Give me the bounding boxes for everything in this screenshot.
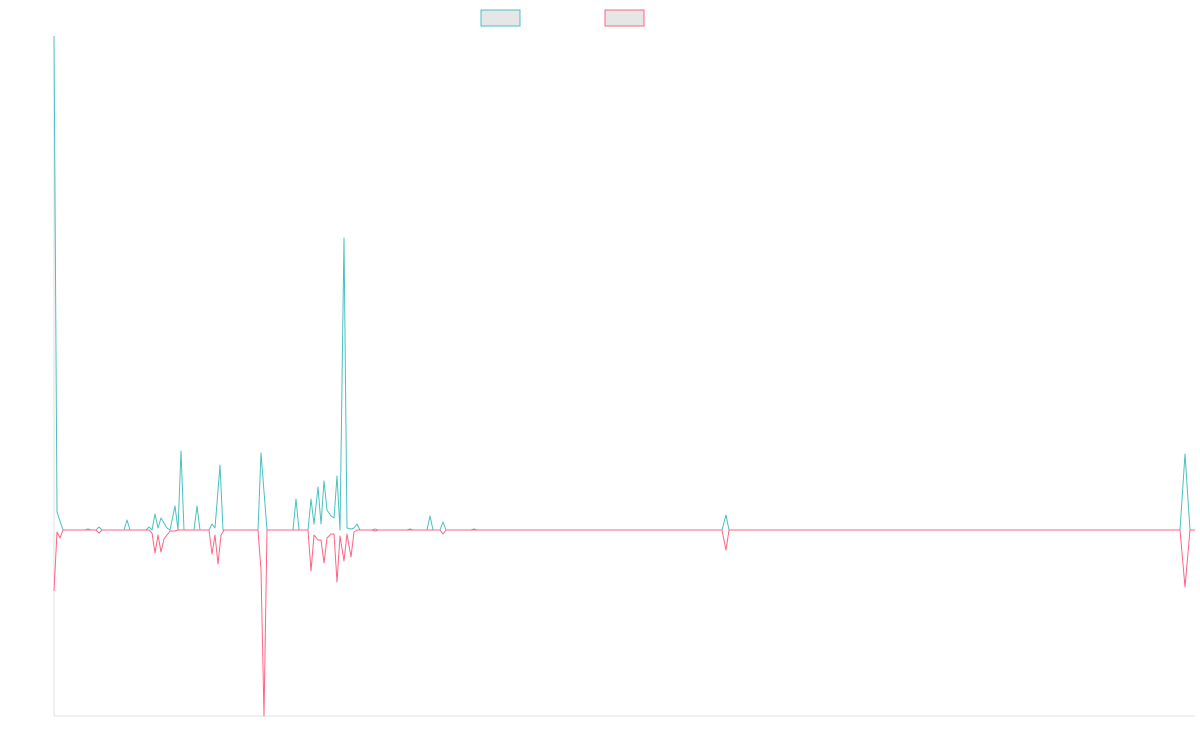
legend-swatch — [604, 9, 645, 27]
line-series — [53, 529, 1195, 717]
legend-swatch — [480, 9, 521, 27]
line-series — [53, 35, 1195, 531]
